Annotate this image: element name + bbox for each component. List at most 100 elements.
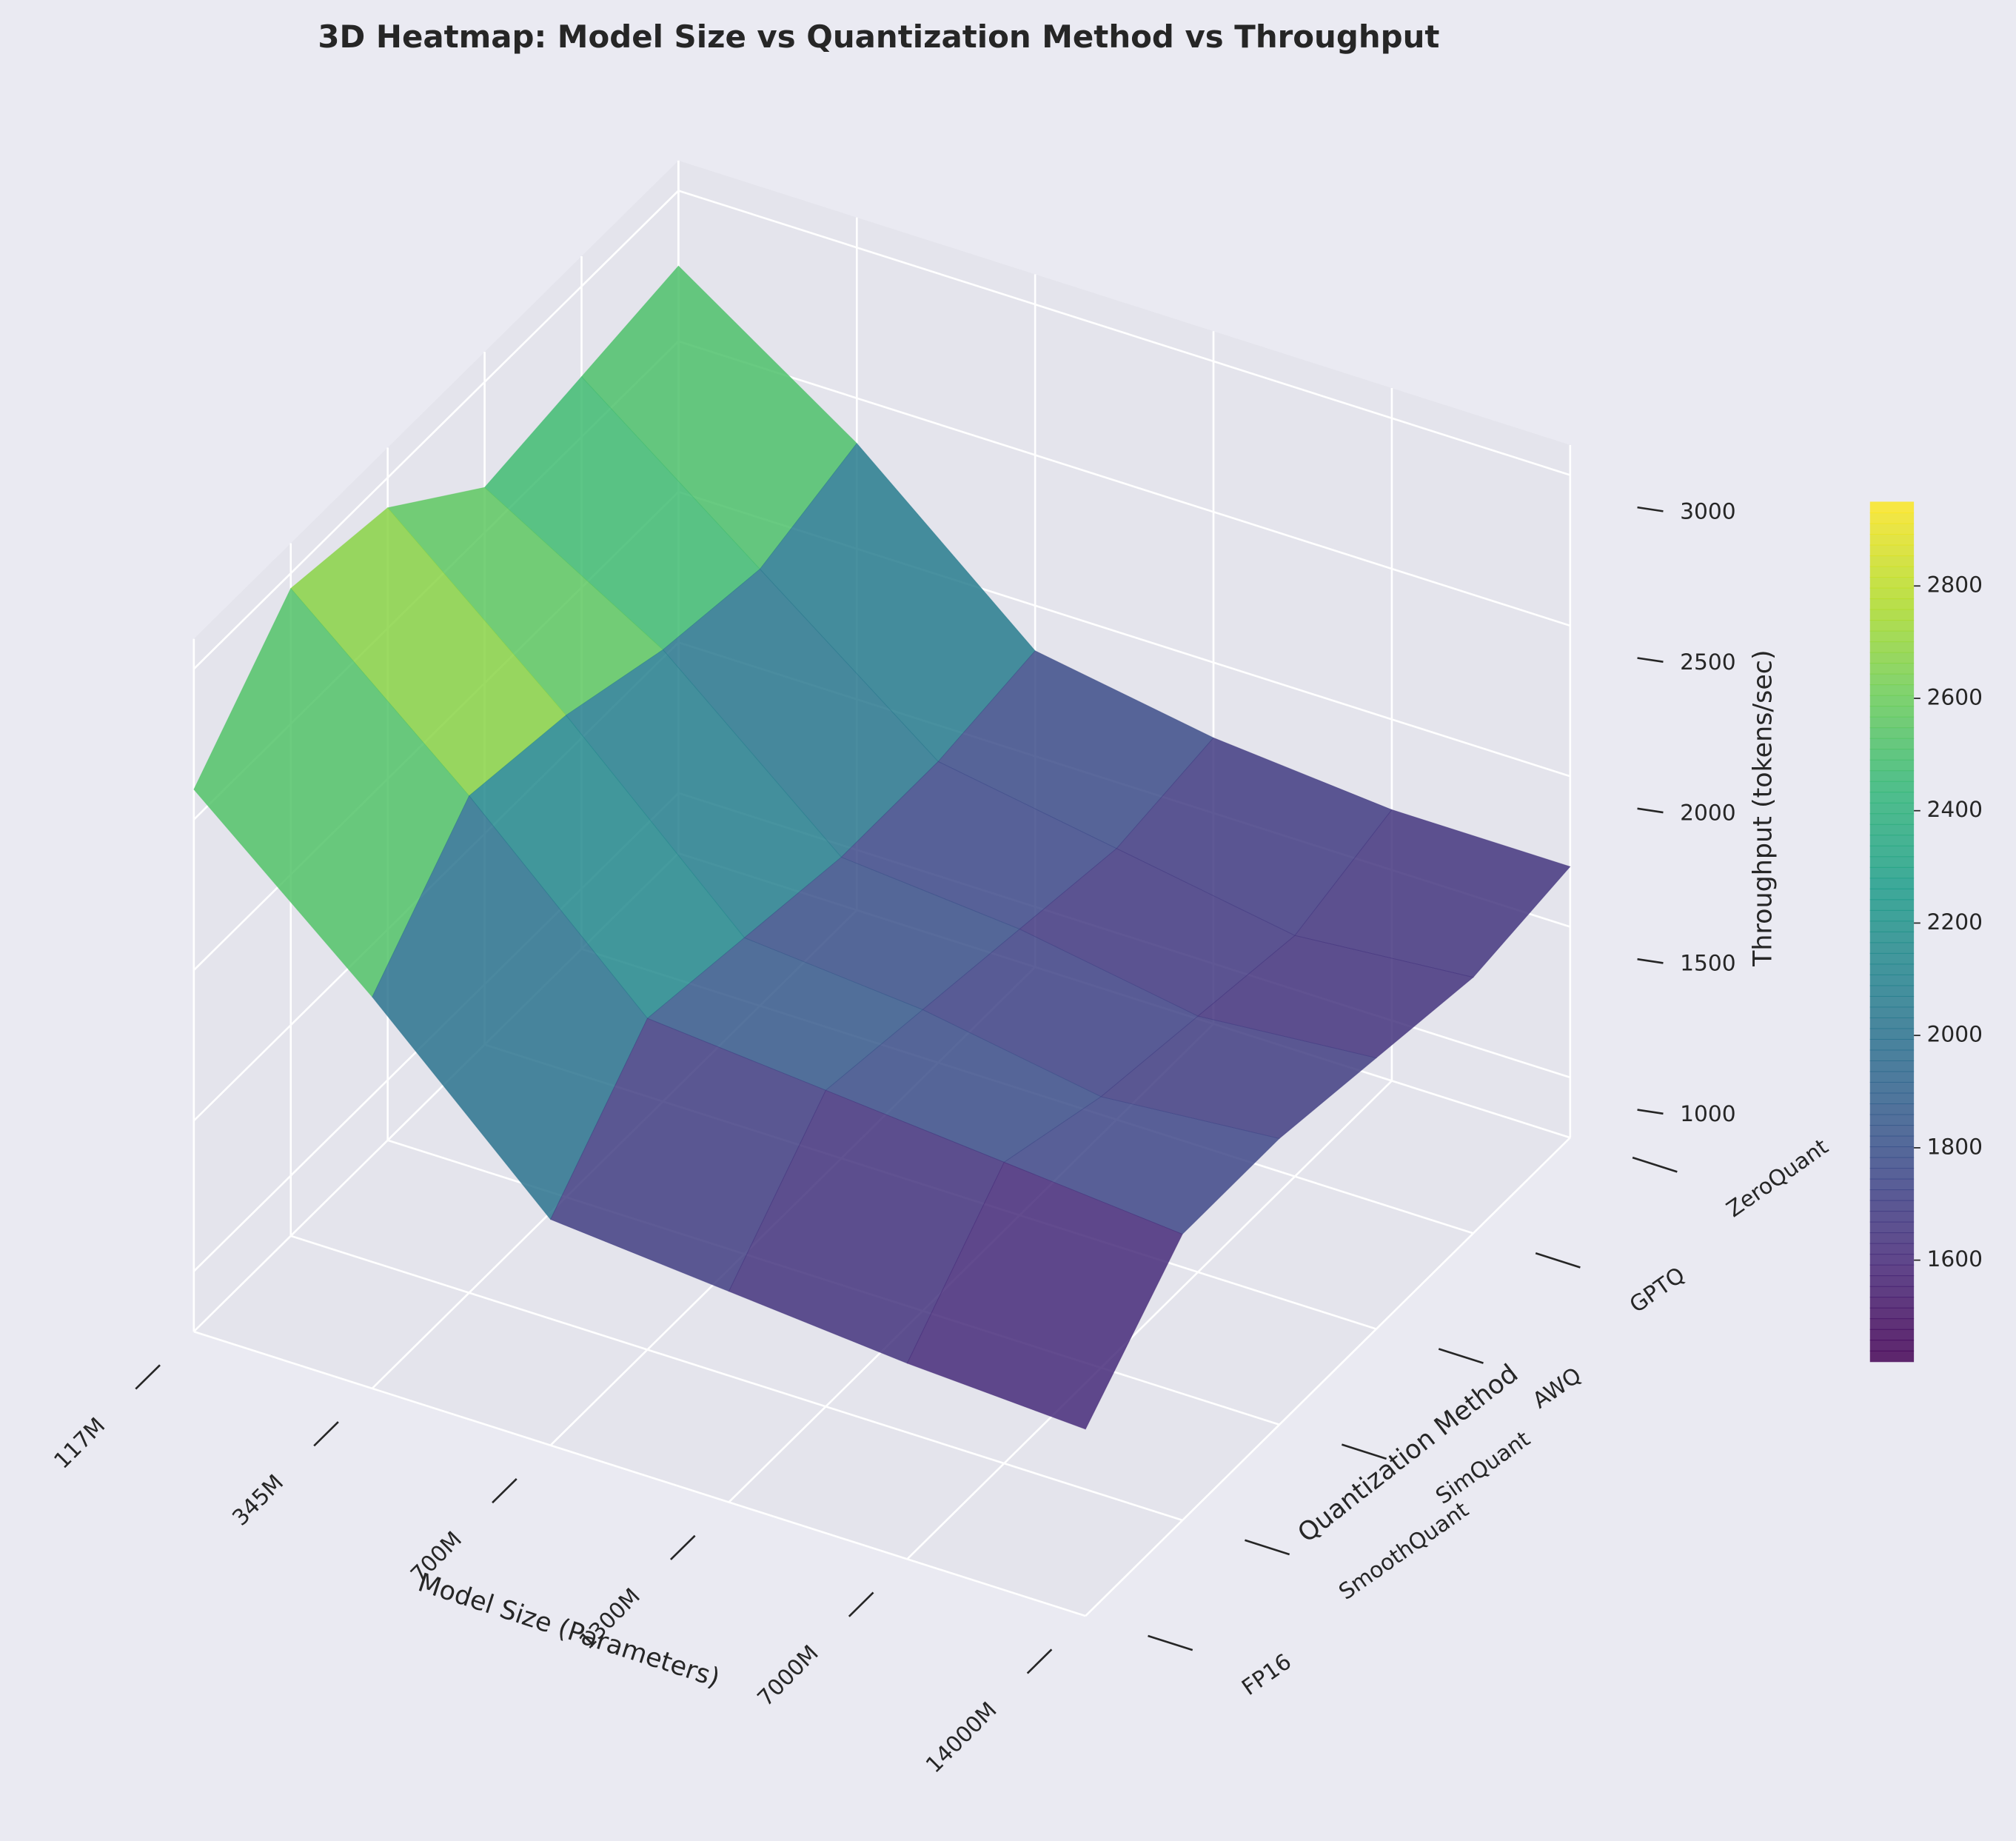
colorbar-segment bbox=[1869, 942, 1915, 954]
colorbar-segment bbox=[1869, 963, 1915, 975]
colorbar-segment bbox=[1869, 716, 1915, 729]
colorbar-segment bbox=[1869, 630, 1915, 643]
colorbar-segment bbox=[1869, 1329, 1915, 1341]
colorbar-segment bbox=[1869, 1307, 1915, 1320]
colorbar-segment bbox=[1869, 501, 1915, 514]
colorbar-segment bbox=[1869, 1135, 1915, 1148]
colorbar-segment bbox=[1869, 663, 1915, 675]
colorbar-segment bbox=[1869, 1232, 1915, 1244]
chart-title: 3D Heatmap: Model Size vs Quantization M… bbox=[318, 19, 1439, 55]
colorbar-segment bbox=[1869, 1092, 1915, 1105]
colorbar-segment bbox=[1869, 749, 1915, 761]
colorbar-segment bbox=[1869, 770, 1915, 782]
colorbar-segment bbox=[1869, 1221, 1915, 1234]
colorbar-tick-label: 2800 bbox=[1927, 572, 1983, 598]
grid-line bbox=[290, 1234, 1183, 1522]
colorbar-segment bbox=[1869, 1103, 1915, 1115]
colorbar-segment bbox=[1869, 909, 1915, 922]
colorbar-segment bbox=[1869, 1189, 1915, 1201]
y-tick bbox=[1438, 1348, 1484, 1364]
colorbar-segment bbox=[1869, 598, 1915, 610]
grid-line bbox=[1085, 1137, 1571, 1617]
grid-line bbox=[677, 190, 1571, 476]
colorbar-segment bbox=[1869, 931, 1915, 943]
z-tick bbox=[1637, 958, 1664, 964]
z-tick bbox=[1637, 1109, 1664, 1115]
colorbar-segment bbox=[1869, 974, 1915, 986]
colorbar-tick-label: 2400 bbox=[1927, 796, 1983, 822]
colorbar-segment bbox=[1869, 823, 1915, 836]
colorbar-segment bbox=[1869, 652, 1915, 664]
y-tick bbox=[1632, 1156, 1678, 1173]
colorbar-tick-label: 1600 bbox=[1927, 1246, 1983, 1272]
colorbar-tick-label: 2000 bbox=[1927, 1021, 1983, 1047]
colorbar-segment bbox=[1869, 1038, 1915, 1051]
colorbar-segment bbox=[1869, 985, 1915, 997]
colorbar-segment bbox=[1869, 684, 1915, 696]
x-tick bbox=[135, 1364, 161, 1390]
colorbar-segment bbox=[1869, 706, 1915, 718]
colorbar-segment bbox=[1869, 952, 1915, 965]
colorbar-tick-label: 2600 bbox=[1927, 684, 1983, 709]
colorbar-segment bbox=[1869, 555, 1915, 567]
x-tick bbox=[848, 1591, 874, 1617]
x-tick bbox=[492, 1477, 518, 1504]
colorbar-segment bbox=[1869, 781, 1915, 793]
colorbar-segment bbox=[1869, 888, 1915, 901]
z-tick-label: 2000 bbox=[1680, 799, 1735, 825]
colorbar-segment bbox=[1869, 1286, 1915, 1298]
colorbar-segment bbox=[1869, 792, 1915, 803]
y-tick bbox=[1245, 1539, 1290, 1556]
colorbar-segment bbox=[1869, 856, 1915, 868]
colorbar-segment bbox=[1869, 835, 1915, 846]
colorbar-segment bbox=[1869, 759, 1915, 772]
z-tick-label: 2500 bbox=[1680, 649, 1735, 675]
colorbar-tick-label: 1800 bbox=[1927, 1133, 1983, 1159]
grid-line bbox=[192, 190, 680, 670]
colorbar-segment bbox=[1869, 1081, 1915, 1094]
grid-line bbox=[677, 340, 1571, 627]
colorbar-segment bbox=[1869, 1125, 1915, 1137]
colorbar-segment bbox=[1869, 866, 1915, 879]
colorbar-segment bbox=[1869, 577, 1915, 589]
colorbar-segment bbox=[1869, 1006, 1915, 1018]
colorbar-segment bbox=[1869, 1200, 1915, 1212]
colorbar-segment bbox=[1869, 523, 1915, 535]
colorbar-segment bbox=[1869, 1275, 1915, 1287]
y-tick bbox=[1535, 1252, 1581, 1269]
colorbar-segment bbox=[1869, 1254, 1915, 1266]
colorbar-segment bbox=[1869, 1297, 1915, 1309]
colorbar-segment bbox=[1869, 544, 1915, 557]
colorbar-segment bbox=[1869, 995, 1915, 1008]
colorbar-segment bbox=[1869, 1168, 1915, 1180]
y-tick bbox=[1341, 1443, 1387, 1460]
grid-line bbox=[906, 1080, 1393, 1560]
colorbar-segment bbox=[1869, 920, 1915, 932]
y-tick bbox=[1148, 1634, 1193, 1651]
colorbar-segment bbox=[1869, 1071, 1915, 1083]
colorbar-segment bbox=[1869, 641, 1915, 653]
colorbar-segment bbox=[1869, 1157, 1915, 1169]
z-axis-label: Throughput (tokens/sec) bbox=[1749, 649, 1778, 967]
colorbar-segment bbox=[1869, 1060, 1915, 1072]
z-tick-label: 1000 bbox=[1680, 1100, 1735, 1126]
x-tick bbox=[1026, 1648, 1053, 1674]
colorbar-segment bbox=[1869, 845, 1915, 858]
colorbar-segment bbox=[1869, 609, 1915, 621]
colorbar-segment bbox=[1869, 620, 1915, 632]
surface-face bbox=[906, 1161, 1183, 1430]
colorbar-segment bbox=[1869, 1350, 1915, 1363]
colorbar-segment bbox=[1869, 813, 1915, 825]
colorbar-tick-label: 2200 bbox=[1927, 909, 1983, 935]
grid-line bbox=[193, 1330, 1086, 1617]
colorbar-segment bbox=[1869, 512, 1915, 524]
colorbar-segment bbox=[1869, 878, 1915, 889]
z-tick bbox=[1637, 506, 1664, 512]
colorbar-segment bbox=[1869, 566, 1915, 578]
colorbar-segment bbox=[1869, 1146, 1915, 1158]
colorbar-segment bbox=[1869, 738, 1915, 750]
colorbar-segment bbox=[1869, 695, 1915, 707]
colorbar-segment bbox=[1869, 1017, 1915, 1029]
z-tick-label: 1500 bbox=[1680, 950, 1735, 976]
